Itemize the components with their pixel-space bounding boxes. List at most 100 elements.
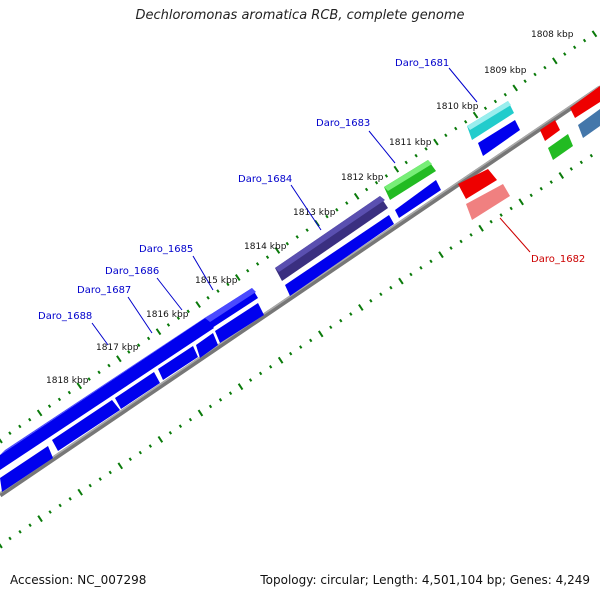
tick-mark xyxy=(569,167,573,171)
tick-mark xyxy=(216,289,220,293)
tick-mark xyxy=(28,523,32,528)
tick-mark xyxy=(76,382,83,390)
leader-daro-1686 xyxy=(156,277,183,311)
gene-label-daro-1686[interactable]: Daro_1686 xyxy=(105,266,159,277)
tick-mark xyxy=(309,338,313,343)
tick-mark xyxy=(518,198,524,206)
leader-daro-1682 xyxy=(499,217,531,253)
tick-label-1811: 1811 kbp xyxy=(389,138,432,148)
tick-mark xyxy=(549,180,553,184)
tick-mark xyxy=(404,160,408,165)
tick-mark xyxy=(317,330,324,338)
gene-inner-9[interactable] xyxy=(478,120,520,156)
tick-mark xyxy=(509,206,513,211)
gene-daro-1683[interactable] xyxy=(384,160,436,200)
tick-mark xyxy=(58,503,62,508)
tick-mark xyxy=(137,343,141,348)
gene-inner-1[interactable] xyxy=(0,446,53,492)
forward-strand-genes xyxy=(0,86,600,470)
tick-mark xyxy=(18,424,22,429)
gene-daro-1682-b[interactable] xyxy=(466,184,510,220)
tick-mark xyxy=(18,530,22,534)
gene-leader-lines xyxy=(91,67,478,346)
gene-label-daro-1688[interactable]: Daro_1688 xyxy=(38,311,92,322)
gene-inner-2[interactable] xyxy=(52,400,120,451)
gene-inner-6[interactable] xyxy=(215,303,264,343)
gene-label-daro-1685[interactable]: Daro_1685 xyxy=(139,244,193,255)
gene-inner-8[interactable] xyxy=(395,180,441,218)
gene-label-daro-1682[interactable]: Daro_1682 xyxy=(531,254,585,265)
leader-daro-1684 xyxy=(290,184,322,231)
gene-right-red-small[interactable] xyxy=(540,120,560,141)
tick-mark xyxy=(499,213,503,217)
tick-mark xyxy=(539,186,543,191)
genome-title: Dechloromonas aromatica RCB, complete ge… xyxy=(135,8,465,23)
tick-mark xyxy=(552,57,558,65)
tick-mark xyxy=(68,497,72,501)
tick-mark xyxy=(0,543,3,549)
tick-label-1810: 1810 kbp xyxy=(436,102,479,112)
tick-mark xyxy=(265,255,270,260)
tick-label-1812: 1812 kbp xyxy=(341,173,384,183)
tick-mark xyxy=(339,318,343,323)
gene-inner-5[interactable] xyxy=(196,333,218,358)
tick-mark xyxy=(329,325,333,330)
tick-mark xyxy=(218,398,223,402)
gene-daro-1683-top xyxy=(384,160,432,191)
tick-mark xyxy=(563,52,567,56)
tick-label-1814: 1814 kbp xyxy=(244,242,287,252)
tick-mark xyxy=(87,377,91,381)
gene-inner-4[interactable] xyxy=(158,346,198,380)
tick-mark xyxy=(208,404,213,409)
gene-label-daro-1687[interactable]: Daro_1687 xyxy=(77,285,131,296)
tick-mark xyxy=(36,409,43,417)
kbp-tick-labels: 1808 kbp 1809 kbp 1810 kbp 1811 kbp 1812… xyxy=(46,30,574,386)
tick-mark xyxy=(155,328,162,336)
gene-daro-1681[interactable] xyxy=(467,101,514,140)
gene-daro-1681-top xyxy=(467,101,511,130)
tick-mark xyxy=(237,383,244,391)
tick-mark xyxy=(148,444,153,448)
genome-summary-text: Topology: circular; Length: 4,501,104 bp… xyxy=(260,573,590,587)
tick-mark xyxy=(138,450,142,455)
tick-mark xyxy=(589,153,594,158)
leader-daro-1681 xyxy=(448,67,478,103)
tick-mark xyxy=(8,536,12,541)
tick-mark xyxy=(157,435,164,443)
gene-daro-1688-block[interactable] xyxy=(0,318,214,470)
gene-daro-1682-a[interactable] xyxy=(458,169,497,199)
tick-mark xyxy=(28,417,32,422)
tick-mark xyxy=(454,126,458,131)
gene-daro-1688-top xyxy=(0,313,212,455)
tick-mark xyxy=(419,266,423,270)
tick-mark xyxy=(289,351,293,356)
tick-mark xyxy=(228,391,233,396)
tick-mark xyxy=(186,309,190,314)
tick-mark xyxy=(195,301,201,309)
tick-mark xyxy=(97,370,101,375)
tick-mark xyxy=(449,246,453,250)
tick-mark xyxy=(349,312,353,316)
gene-inner-7[interactable] xyxy=(285,215,394,296)
gene-label-daro-1684[interactable]: Daro_1684 xyxy=(238,174,292,185)
tick-label-1815: 1815 kbp xyxy=(195,276,238,286)
tick-mark xyxy=(398,277,404,285)
leader-daro-1683 xyxy=(368,130,396,164)
gene-inner-3[interactable] xyxy=(115,372,160,409)
gene-right-green[interactable] xyxy=(548,134,573,160)
gene-right-red-top[interactable] xyxy=(570,86,600,118)
tick-mark xyxy=(493,99,498,104)
gene-daro-1684[interactable] xyxy=(275,196,388,281)
gene-daro-1685-top xyxy=(205,288,256,322)
tick-mark xyxy=(146,336,151,341)
tick-mark xyxy=(489,219,493,224)
tick-mark xyxy=(299,345,303,349)
gene-label-daro-1683[interactable]: Daro_1683 xyxy=(316,118,370,129)
gene-right-steel[interactable] xyxy=(578,109,600,138)
tick-mark xyxy=(47,404,52,408)
tick-label-1818: 1818 kbp xyxy=(46,376,89,386)
gene-label-daro-1681[interactable]: Daro_1681 xyxy=(395,58,449,69)
tick-mark xyxy=(353,192,360,200)
